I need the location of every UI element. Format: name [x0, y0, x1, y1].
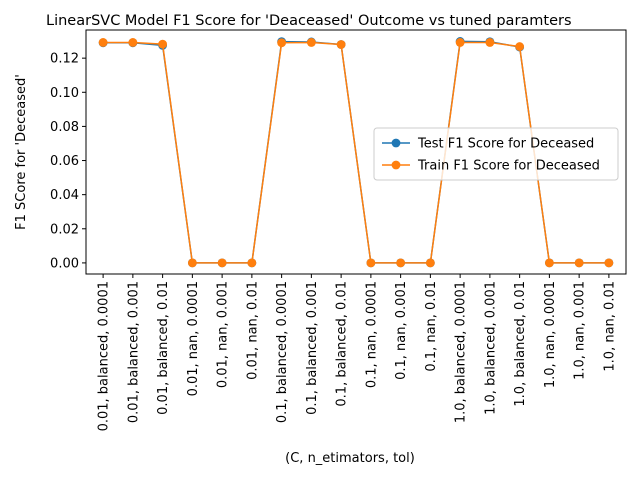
data-point — [277, 38, 287, 48]
legend: Test F1 Score for Deceased Train F1 Score… — [373, 127, 619, 181]
data-point — [455, 38, 465, 47]
data-point — [485, 38, 495, 47]
data-point — [128, 38, 138, 47]
chart-title: LinearSVC Model F1 Score for 'Deaceased'… — [46, 13, 572, 29]
x-tick-label: 0.1, nan, 0.01 — [424, 281, 439, 372]
x-tick-label: 1.0, nan, 0.0001 — [543, 281, 558, 388]
x-tick-label: 1.0, balanced, 0.01 — [513, 281, 528, 407]
x-tick-label: 0.01, balanced, 0.0001 — [97, 281, 112, 431]
legend-swatch-marker — [391, 138, 401, 148]
y-tick-label: 0.00 — [50, 256, 79, 271]
data-point — [336, 40, 346, 49]
legend-box — [373, 127, 619, 181]
x-tick-label: 0.1, nan, 0.001 — [394, 281, 409, 380]
x-tick-label: 0.01, balanced, 0.01 — [156, 281, 171, 415]
x-tick-label: 1.0, nan, 0.01 — [602, 281, 617, 372]
data-point — [574, 258, 584, 268]
series-line-2 — [103, 41, 609, 264]
y-tick-label: 0.10 — [50, 86, 79, 101]
data-point — [366, 258, 376, 268]
data-point — [515, 42, 525, 51]
y-axis-label: F1 SCore for 'Deceased' — [14, 74, 29, 230]
y-tick-label: 0.08 — [50, 120, 79, 135]
x-tick-label: 0.1, balanced, 0.01 — [335, 281, 350, 407]
y-tick-label: 0.02 — [50, 222, 79, 237]
x-tick-label: 1.0, nan, 0.001 — [573, 281, 588, 380]
data-point — [604, 258, 614, 268]
legend-entry: Test F1 Score for Deceased — [417, 137, 594, 152]
data-point — [247, 258, 257, 268]
data-point — [544, 258, 554, 268]
data-point — [187, 258, 197, 268]
x-tick-label: 1.0, balanced, 0.0001 — [454, 281, 469, 423]
x-tick-label: 0.01, nan, 0.0001 — [186, 281, 201, 396]
plot-area — [98, 37, 614, 268]
y-tick-label: 0.12 — [50, 52, 79, 67]
x-tick-label: 0.1, balanced, 0.001 — [305, 281, 320, 415]
x-tick-label: 1.0, balanced, 0.001 — [483, 281, 498, 415]
data-point — [158, 39, 168, 49]
y-axis: 0.00 0.02 0.04 0.06 0.08 0.10 0.12 — [50, 52, 86, 271]
x-tick-label: 0.01, nan, 0.01 — [245, 281, 260, 380]
x-tick-label: 0.01, nan, 0.001 — [216, 281, 231, 388]
data-point — [217, 258, 227, 268]
data-point — [98, 38, 108, 47]
x-tick-label: 0.1, balanced, 0.0001 — [275, 281, 290, 423]
y-tick-label: 0.04 — [50, 188, 79, 203]
x-tick-label: 0.01, balanced, 0.001 — [126, 281, 141, 423]
data-point — [425, 258, 435, 268]
legend-entry: Train F1 Score for Deceased — [417, 159, 600, 174]
data-point — [396, 258, 406, 268]
y-tick-label: 0.06 — [50, 154, 79, 169]
axes-frame — [85, 29, 627, 275]
data-point — [306, 38, 316, 47]
x-axis-label: (C, n_etimators, tol) — [285, 451, 415, 466]
x-axis: 0.01, balanced, 0.0001 0.01, balanced, 0.… — [97, 274, 617, 431]
legend-swatch-marker — [391, 160, 401, 170]
x-tick-label: 0.1, nan, 0.0001 — [364, 281, 379, 388]
